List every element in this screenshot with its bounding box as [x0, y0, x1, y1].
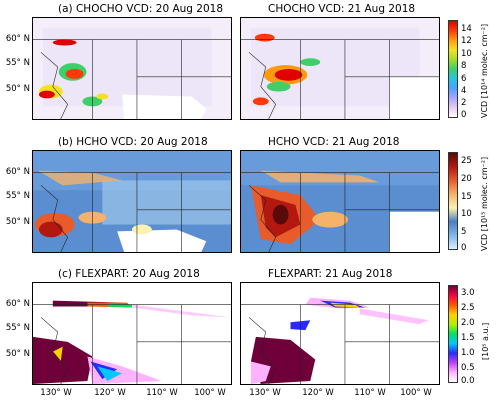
panel-title-a-left: (a) CHOCHO VCD: 20 Aug 2018	[58, 3, 224, 15]
colorbar-chocho	[448, 20, 458, 118]
lat-label-b-60: 60° N	[5, 167, 30, 177]
cb-a-tick-0: 0	[461, 110, 467, 120]
panel-title-c-right: FLEXPART: 21 Aug 2018	[268, 268, 393, 280]
cb-b-tick-20: 20	[461, 174, 472, 184]
cb-a-tick-6: 6	[461, 74, 467, 84]
lat-label-b-50: 50° N	[5, 217, 30, 227]
cb-a-tick-14: 14	[461, 24, 472, 34]
cb-c-tick-2.0: 2.0	[461, 318, 475, 328]
map-hcho-21aug	[240, 150, 440, 253]
map-chocho-20aug	[32, 17, 232, 120]
colorbar-label-chocho: VCD [10¹⁴ molec. cm⁻²]	[480, 23, 489, 118]
cb-a-tick-8: 8	[461, 61, 467, 71]
lat-label-a-60: 60° N	[5, 34, 30, 44]
panel-title-a-right: CHOCHO VCD: 21 Aug 2018	[268, 3, 416, 15]
lon-label-right-100: 100° W	[400, 388, 432, 398]
cb-c-tick-0.0: 0.0	[461, 376, 475, 386]
cb-c-tick-2.5: 2.5	[461, 303, 475, 313]
lat-label-c-55: 55° N	[5, 323, 30, 333]
lon-label-right-110: 110° W	[354, 388, 386, 398]
lon-label-left-130: 130° W	[40, 388, 72, 398]
lon-label-right-130: 130° W	[249, 388, 281, 398]
colorbar-flexpart	[448, 285, 458, 383]
cb-b-tick-15: 15	[461, 192, 472, 202]
lon-label-left-120: 120° W	[94, 388, 126, 398]
lon-label-left-100: 100° W	[194, 388, 226, 398]
map-hcho-20aug	[32, 150, 232, 253]
colorbar-label-flexpart: [10⁵ a.u.]	[481, 322, 490, 360]
lat-label-a-55: 55° N	[5, 58, 30, 68]
cb-a-tick-2: 2	[461, 98, 467, 108]
lat-label-c-50: 50° N	[5, 349, 30, 359]
cb-a-tick-4: 4	[461, 86, 467, 96]
lon-label-left-110: 110° W	[146, 388, 178, 398]
panel-title-b-left: (b) HCHO VCD: 20 Aug 2018	[58, 136, 208, 148]
lat-label-a-50: 50° N	[5, 84, 30, 94]
lon-label-right-120: 120° W	[302, 388, 334, 398]
colorbar-label-hcho: VCD [10¹⁵ molec. cm⁻²]	[480, 156, 489, 251]
map-flexpart-20aug	[32, 282, 232, 385]
lat-label-b-55: 55° N	[5, 191, 30, 201]
cb-b-tick-5: 5	[461, 227, 467, 237]
panel-title-b-right: HCHO VCD: 21 Aug 2018	[268, 136, 400, 148]
cb-c-tick-0.5: 0.5	[461, 363, 475, 373]
map-chocho-21aug	[240, 17, 440, 120]
lat-label-c-60: 60° N	[5, 299, 30, 309]
cb-b-tick-10: 10	[461, 209, 472, 219]
cb-c-tick-1.5: 1.5	[461, 333, 475, 343]
cb-c-tick-1.0: 1.0	[461, 348, 475, 358]
cb-a-tick-12: 12	[461, 36, 472, 46]
cb-a-tick-10: 10	[461, 49, 472, 59]
cb-b-tick-0: 0	[461, 243, 467, 253]
cb-b-tick-25: 25	[461, 156, 472, 166]
colorbar-hcho	[448, 152, 458, 250]
panel-title-c-left: (c) FLEXPART: 20 Aug 2018	[58, 268, 200, 280]
cb-c-tick-3.0: 3.0	[461, 288, 475, 298]
map-flexpart-21aug	[240, 282, 440, 385]
